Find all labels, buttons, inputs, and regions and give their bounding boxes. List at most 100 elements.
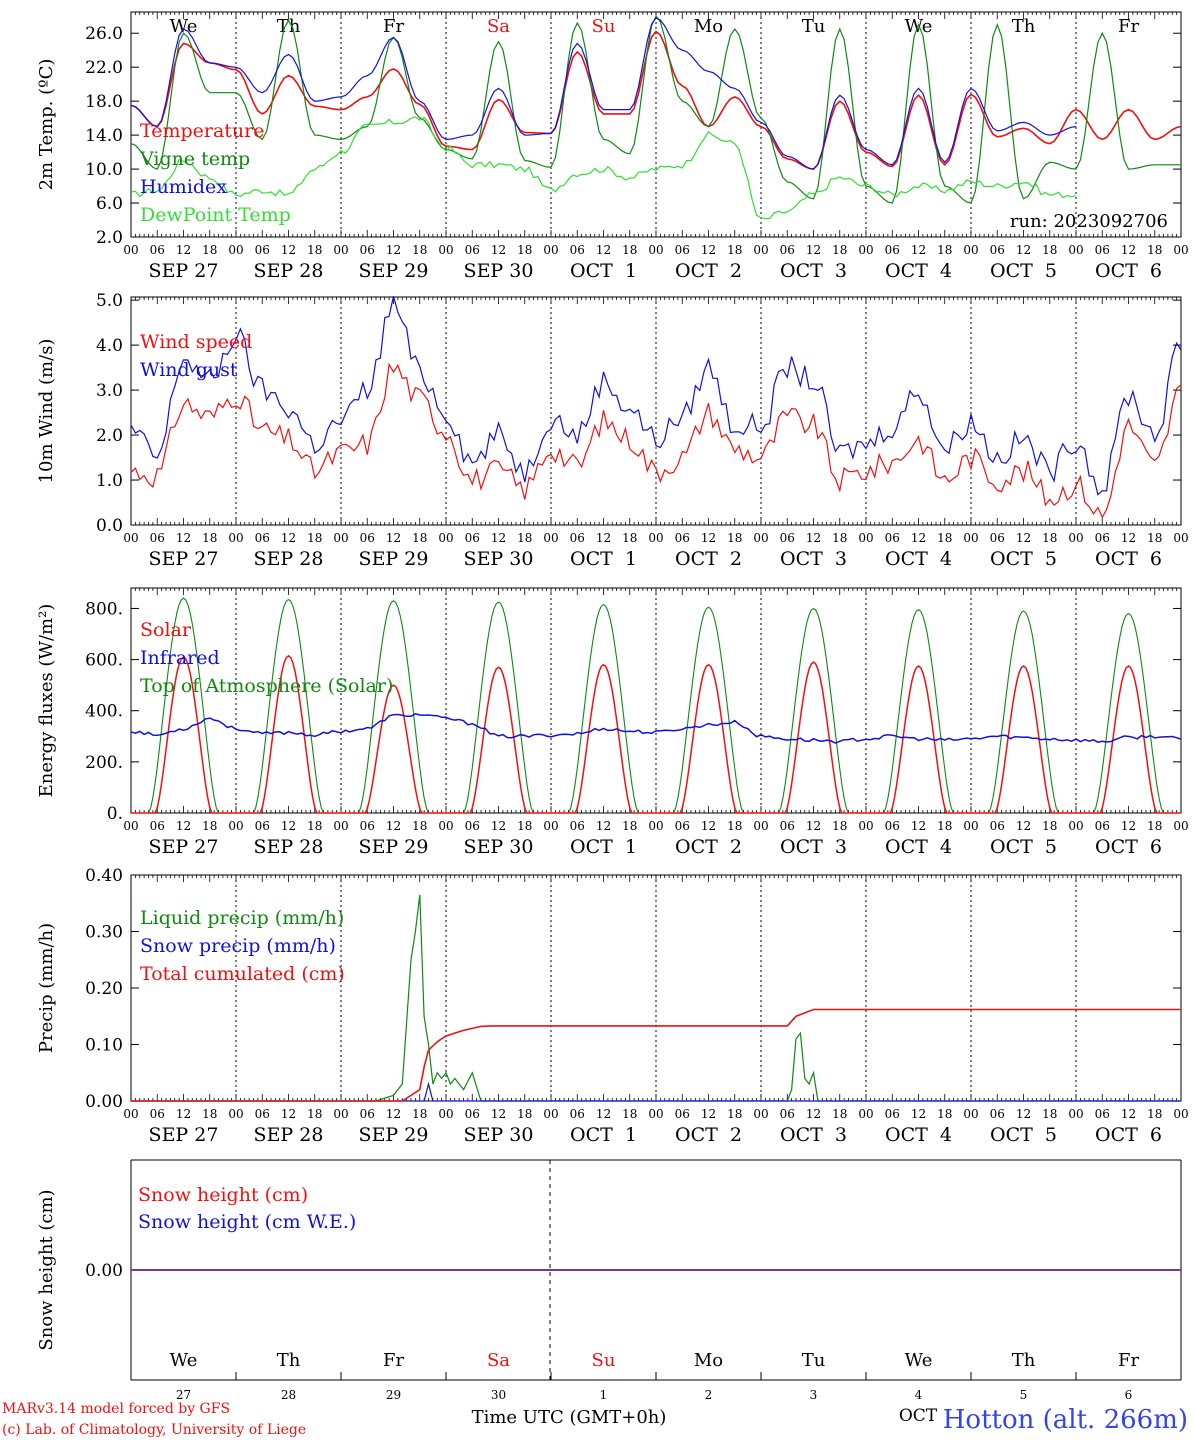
legend-humidex: Humidex	[140, 176, 227, 198]
date-label: SEP 27	[149, 260, 219, 282]
model-credit: MARv3.14 model forced by GFS	[2, 1401, 230, 1417]
dewpoint-line	[130, 116, 1077, 220]
total-cumulated-line	[131, 1008, 1181, 1102]
hour-label: 00	[438, 243, 453, 257]
y-tick-label: 5.0	[96, 291, 123, 311]
hour-label: 06	[780, 1107, 795, 1121]
hour-label: 12	[1121, 819, 1136, 833]
hour-label: 18	[622, 1107, 637, 1121]
hour-label: 12	[386, 243, 401, 257]
bottom-day-number: 27	[176, 1388, 191, 1402]
hour-label: 18	[937, 1107, 952, 1121]
bottom-weekday-label: Th	[1012, 1350, 1036, 1371]
hour-label: 12	[386, 531, 401, 545]
legend-liquid-precip: Liquid precip (mm/h)	[140, 907, 344, 929]
legend-solar: Solar	[140, 619, 192, 641]
hour-label: 18	[832, 819, 847, 833]
y-tick-label: 200.	[85, 753, 123, 773]
hour-label: 00	[963, 1107, 978, 1121]
y-tick-label: 0.00	[85, 1092, 123, 1112]
hour-label: 06	[255, 243, 270, 257]
hour-label: 06	[675, 243, 690, 257]
hour-label: 00	[228, 1107, 243, 1121]
hour-label: 06	[885, 531, 900, 545]
temperature-line	[130, 30, 1182, 170]
hour-label: 00	[333, 531, 348, 545]
hour-label: 12	[281, 243, 296, 257]
hour-label: 12	[281, 531, 296, 545]
hour-label: 00	[123, 819, 138, 833]
hour-label: 18	[622, 243, 637, 257]
date-label: OCT 1	[570, 260, 637, 282]
hour-label: 18	[202, 819, 217, 833]
y-tick-label: 0.10	[85, 1036, 123, 1056]
humidex-line	[130, 17, 1077, 170]
hour-label: 12	[806, 243, 821, 257]
date-label: OCT 5	[990, 260, 1057, 282]
y-tick-label: 4.0	[96, 336, 123, 356]
hour-label: 12	[386, 1107, 401, 1121]
date-label: OCT 4	[885, 1124, 952, 1146]
hour-label: 00	[753, 819, 768, 833]
y-axis-label: 2m Temp. (ºC)	[36, 59, 57, 191]
weekday-label: Mo	[694, 16, 723, 37]
hour-label: 12	[701, 1107, 716, 1121]
hour-label: 18	[622, 531, 637, 545]
date-label: OCT 5	[990, 1124, 1057, 1146]
hour-label: 18	[937, 531, 952, 545]
hour-label: 00	[1173, 243, 1188, 257]
date-label: OCT 4	[885, 836, 952, 858]
hour-label: 00	[753, 531, 768, 545]
hour-label: 06	[360, 531, 375, 545]
hour-label: 18	[202, 1107, 217, 1121]
date-label: SEP 28	[254, 1124, 324, 1146]
hour-label: 00	[858, 819, 873, 833]
hour-label: 00	[753, 1107, 768, 1121]
bottom-weekday-label: Fr	[1118, 1350, 1139, 1371]
hour-label: 18	[832, 243, 847, 257]
date-label: OCT 2	[675, 548, 742, 570]
hour-label: 18	[412, 531, 427, 545]
weekday-label: We	[170, 16, 198, 37]
date-label: OCT 6	[1095, 1124, 1162, 1146]
hour-label: 18	[1042, 531, 1057, 545]
solar-line	[131, 654, 1181, 814]
hour-label: 06	[1095, 531, 1110, 545]
y-tick-label: 0.00	[85, 1261, 123, 1281]
hour-label: 06	[990, 243, 1005, 257]
legend-wind-speed: Wind speed	[140, 331, 252, 353]
date-label: SEP 30	[464, 836, 534, 858]
hour-label: 00	[648, 819, 663, 833]
bottom-weekday-label: Th	[277, 1350, 301, 1371]
hour-label: 18	[727, 243, 742, 257]
hour-label: 00	[438, 531, 453, 545]
hour-label: 06	[255, 531, 270, 545]
hour-label: 06	[255, 1107, 270, 1121]
hour-label: 00	[1173, 819, 1188, 833]
hour-label: 12	[1121, 243, 1136, 257]
hour-label: 06	[255, 819, 270, 833]
date-label: SEP 27	[149, 1124, 219, 1146]
hour-label: 18	[202, 243, 217, 257]
hour-label: 18	[412, 819, 427, 833]
y-tick-label: 26.0	[85, 24, 123, 44]
hour-label: 06	[885, 819, 900, 833]
legend-dewpoint: DewPoint Temp	[140, 204, 291, 226]
hour-label: 00	[438, 819, 453, 833]
hour-label: 12	[701, 531, 716, 545]
hour-label: 12	[491, 1107, 506, 1121]
hour-label: 00	[123, 531, 138, 545]
hour-label: 12	[176, 1107, 191, 1121]
hour-label: 18	[307, 1107, 322, 1121]
hour-label: 18	[307, 243, 322, 257]
date-label: OCT 4	[885, 548, 952, 570]
hour-label: 18	[517, 243, 532, 257]
hour-label: 06	[150, 819, 165, 833]
hour-label: 00	[1068, 243, 1083, 257]
hour-label: 00	[228, 819, 243, 833]
hour-label: 00	[1068, 819, 1083, 833]
hour-label: 12	[281, 1107, 296, 1121]
weekday-label: Fr	[383, 16, 404, 37]
bottom-day-number: 28	[281, 1388, 296, 1402]
